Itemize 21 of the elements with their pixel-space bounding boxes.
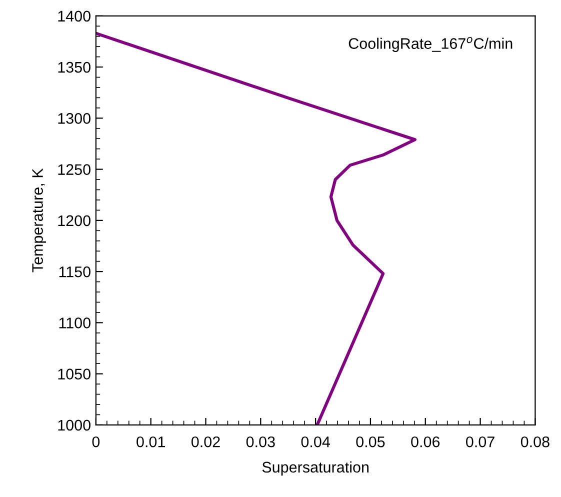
y-tick-label: 1200 <box>58 215 90 226</box>
y-tick-label: 1000 <box>58 420 90 431</box>
x-tick-label: 0 <box>92 436 100 448</box>
x-tick-label: 0.06 <box>411 436 440 448</box>
y-tick-label: 1300 <box>58 113 90 124</box>
x-tick-label: 0.07 <box>466 436 494 448</box>
y-axis-title: Temperature, K <box>32 168 46 272</box>
x-tick-label: 0.02 <box>191 436 220 448</box>
y-tick-label: 1150 <box>59 266 90 278</box>
x-tick-label: 0.01 <box>136 436 165 448</box>
x-tick-label: 0.03 <box>246 436 275 448</box>
y-tick-label: 1350 <box>58 62 90 73</box>
y-tick-label: 1100 <box>59 318 90 328</box>
annotation: CoolingRate_167$^{o}$C/min <box>348 36 512 52</box>
x-tick-label: 0.05 <box>356 436 385 448</box>
y-tick-label: 1400 <box>58 10 90 22</box>
x-tick-label: 0.04 <box>301 436 330 448</box>
x-tick-label: 0.08 <box>520 436 550 448</box>
y-tick-label: 1050 <box>58 368 90 380</box>
y-tick-label: 1250 <box>58 164 90 175</box>
x-axis-title: Supersaturation <box>262 461 369 476</box>
